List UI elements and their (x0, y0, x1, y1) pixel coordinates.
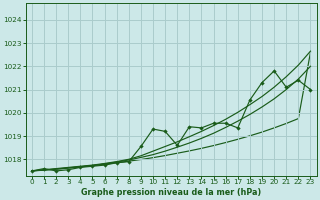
X-axis label: Graphe pression niveau de la mer (hPa): Graphe pression niveau de la mer (hPa) (81, 188, 261, 197)
